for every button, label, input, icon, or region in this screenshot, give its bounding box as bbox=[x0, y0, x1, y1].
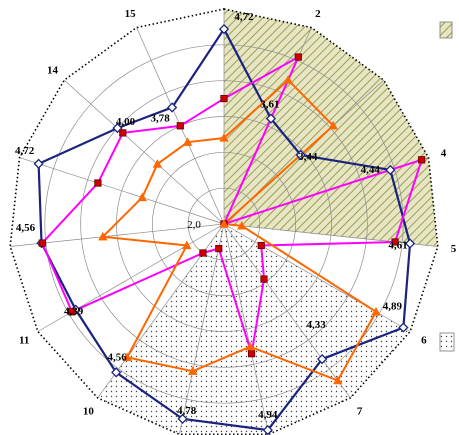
axis-spoke-9 bbox=[178, 223, 225, 435]
series-1-point-2 bbox=[265, 113, 277, 124]
series-3-point-4 bbox=[219, 219, 229, 228]
axis-label-4: 4 bbox=[441, 148, 447, 160]
series-1-point-13 bbox=[33, 158, 44, 169]
series-1-point-14 bbox=[112, 122, 123, 134]
value-label-4: 4,44 bbox=[361, 164, 381, 176]
axis-label-15: 15 bbox=[125, 8, 137, 20]
value-label-2: 3,61 bbox=[260, 99, 279, 111]
series-2-point-11 bbox=[68, 308, 76, 316]
axis-label-2: 2 bbox=[315, 8, 321, 20]
series-1-point-8 bbox=[262, 424, 273, 435]
axis-spoke-7 bbox=[223, 223, 351, 399]
series-2-point-7 bbox=[260, 275, 268, 283]
shaded-region-2 bbox=[97, 224, 411, 435]
series-2-point-9 bbox=[215, 244, 223, 253]
series-3-line bbox=[100, 78, 378, 382]
series-2-point-10 bbox=[199, 249, 207, 257]
series-1-point-1 bbox=[218, 23, 230, 35]
legend-swatch-hatch bbox=[439, 21, 453, 39]
axis-spoke-8 bbox=[223, 223, 270, 435]
series-1-point-5 bbox=[404, 238, 416, 249]
axis-spoke-5 bbox=[223, 223, 438, 247]
value-label-13: 4,72 bbox=[15, 145, 35, 157]
series-3-point-8 bbox=[245, 341, 255, 351]
value-label-3: 3,44 bbox=[298, 151, 318, 163]
value-label-8: 4,94 bbox=[258, 409, 278, 421]
series-3-point-15 bbox=[182, 137, 193, 146]
series-markers bbox=[33, 23, 426, 435]
series-2-point-4 bbox=[418, 156, 426, 164]
series-2-point-14 bbox=[119, 129, 127, 137]
series-3-point-13 bbox=[137, 192, 147, 202]
value-label-10: 4,56 bbox=[108, 351, 128, 363]
series-2-point-5 bbox=[391, 238, 399, 246]
value-label-5: 4,61 bbox=[388, 240, 407, 252]
series-3-point-10 bbox=[122, 352, 132, 362]
series-3-point-2 bbox=[283, 75, 293, 84]
series-2-point-1 bbox=[220, 94, 228, 103]
series-3-point-7 bbox=[333, 375, 343, 385]
series-1-point-6 bbox=[398, 322, 409, 333]
series-3-point-14 bbox=[152, 159, 163, 168]
series-3-point-1 bbox=[219, 133, 229, 142]
value-label-1: 4,72 bbox=[234, 11, 254, 23]
series-3-point-3 bbox=[328, 120, 338, 130]
axis-spoke-14 bbox=[63, 79, 225, 225]
series-1-point-10 bbox=[111, 367, 122, 378]
series-1-point-9 bbox=[177, 413, 188, 424]
labels: 4,72 3,61 3,44 4,44 4,61 4,89 4,33 4,94 4,78 4,56… bbox=[15, 0, 457, 421]
value-label-6: 4,89 bbox=[383, 301, 403, 313]
legend-swatch-dots bbox=[439, 332, 455, 352]
value-label-11: 4,39 bbox=[64, 306, 84, 318]
series-1-point-4 bbox=[385, 164, 396, 176]
series-3-point-5 bbox=[237, 221, 247, 230]
series-3-point-11 bbox=[182, 240, 192, 250]
value-label-7: 4,33 bbox=[307, 319, 327, 331]
series-3-point-12 bbox=[98, 231, 108, 241]
series-2-point-8 bbox=[247, 350, 256, 358]
axis-spoke-13 bbox=[19, 157, 225, 225]
series-2-point-15 bbox=[176, 122, 184, 130]
series-1-point-7 bbox=[317, 353, 328, 365]
series-1-point-3 bbox=[295, 149, 306, 161]
value-label-12: 4,56 bbox=[16, 222, 36, 234]
series-lines bbox=[37, 26, 424, 432]
axis-label-10: 10 bbox=[83, 406, 95, 418]
series-1-line bbox=[37, 26, 412, 432]
series-2-line bbox=[41, 54, 424, 354]
value-label-9: 4,78 bbox=[177, 405, 197, 417]
series-2-point-6 bbox=[257, 241, 265, 250]
axis-label-11: 11 bbox=[19, 334, 29, 346]
series-2-point-2 bbox=[294, 53, 302, 61]
axis-label-6: 6 bbox=[421, 334, 427, 346]
series-1-point-15 bbox=[166, 102, 178, 113]
axis-label-7: 7 bbox=[357, 406, 363, 418]
axis-label-5: 5 bbox=[451, 243, 457, 255]
axis-label-14: 14 bbox=[47, 65, 59, 77]
shaded-regions bbox=[97, 9, 438, 435]
legend bbox=[439, 21, 455, 352]
series-2-point-13 bbox=[94, 179, 102, 187]
series-3-point-9 bbox=[187, 366, 198, 375]
series-3-point-6 bbox=[371, 306, 381, 316]
value-label-15: 3,78 bbox=[150, 112, 170, 124]
center-scale-label: 2,0 bbox=[187, 219, 201, 231]
value-label-14: 4,00 bbox=[116, 116, 136, 128]
series-2-point-12 bbox=[38, 239, 46, 247]
